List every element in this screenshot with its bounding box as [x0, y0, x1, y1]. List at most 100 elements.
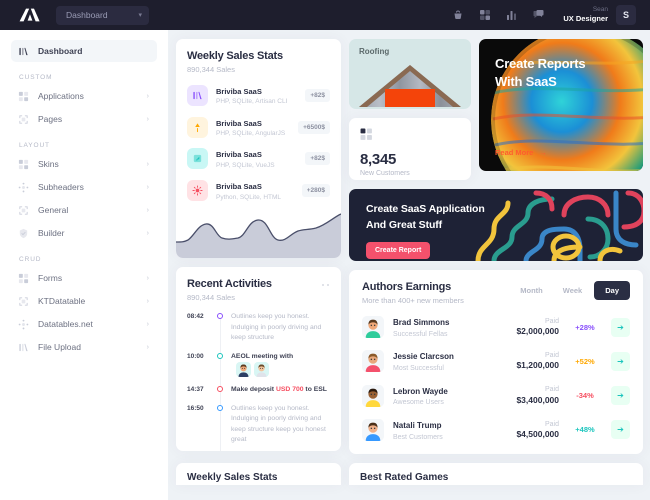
avatar [254, 362, 269, 378]
author-paid-value: $1,200,000 [516, 360, 559, 371]
sales-item-name: Briviba SaaS [216, 87, 262, 96]
activity-time: 14:37 [187, 386, 204, 394]
author-go-button[interactable]: ➔ [611, 317, 630, 337]
spark-icon [187, 180, 208, 202]
author-row[interactable]: Natali Trump Best Customers Paid $4,500,000… [362, 418, 630, 442]
tab-day[interactable]: Day [594, 281, 630, 300]
best-rated-peek-title: Best Rated Games [360, 472, 449, 483]
sales-list-item[interactable]: Briviba SaaS PHP, SQLite, VueJS +82$ [187, 147, 330, 170]
weekly-sales-peek-card[interactable]: Weekly Sales Stats [176, 463, 341, 485]
create-saas-title-line1: Create SaaS Application [366, 203, 485, 215]
recent-activities-title: Recent Activities [187, 278, 272, 290]
sales-list-item[interactable]: Briviba SaaS PHP, SQLite, Artisan CLI +82$ [187, 84, 330, 107]
sales-item-name: Briviba SaaS [216, 118, 262, 128]
sidebar-item-forms[interactable]: Forms › [11, 267, 157, 289]
author-row[interactable]: Jessie Clarcson Most Successful Paid $1,200… [362, 349, 630, 373]
author-row[interactable]: Lebron Wayde Awesome Users Paid $3,400,000 -… [362, 384, 630, 408]
weekly-sales-card: Weekly Sales Stats 890,344 Sales Briviba… [176, 39, 341, 258]
avatar [236, 362, 251, 378]
author-name: Lebron Wayde [393, 386, 448, 396]
author-percent: +48% [575, 425, 595, 435]
dashboard-dropdown[interactable]: Dashboard ▾ [56, 5, 149, 25]
sales-item-name: Briviba SaaS [216, 150, 262, 160]
sidebar-item-label: Datatables.net [38, 319, 93, 329]
author-role: Best Customers [393, 433, 443, 441]
author-row[interactable]: Brad Simmons Successful Fellas Paid $2,000,… [362, 315, 630, 339]
create-reports-card[interactable]: Create Reports With SaaS Read More → [479, 39, 643, 171]
sidebar-item-label: Pages [38, 114, 63, 124]
sidebar-item-subheaders[interactable]: Subheaders › [11, 176, 157, 198]
activity-time: 08:42 [187, 313, 204, 320]
cart-icon[interactable] [451, 9, 464, 22]
activity-timeline: 08:42 Outlines keep you honest. Indulging… [187, 312, 330, 451]
sidebar-item-file-upload[interactable]: File Upload › [11, 336, 157, 358]
bar-chart-icon[interactable] [505, 9, 518, 22]
user-menu[interactable]: Sean UX Designer S [563, 5, 636, 25]
activity-item[interactable]: 08:42 Outlines keep you honest. Indulging… [187, 312, 330, 344]
author-percent: +52% [575, 356, 595, 366]
sidebar-item-builder[interactable]: Builder › [11, 222, 157, 244]
avatar[interactable]: S [616, 5, 636, 25]
tab-month[interactable]: Month [520, 286, 543, 295]
sidebar-item-datatables-net[interactable]: Datatables.net › [11, 313, 157, 335]
app-header: Dashboard ▾ Sean UX Designer S [0, 0, 650, 30]
user-name: Sean [592, 6, 608, 14]
bars-icon [18, 342, 31, 353]
chevron-right-icon: › [146, 183, 149, 191]
weekly-sales-peek-title: Weekly Sales Stats [187, 472, 278, 483]
authors-list: Brad Simmons Successful Fellas Paid $2,000,… [362, 315, 630, 442]
author-paid-label: Paid [544, 420, 559, 428]
activity-text: Outlines keep you honest. Indulging in p… [231, 313, 322, 342]
grid-icon[interactable] [478, 9, 491, 22]
best-rated-peek-card[interactable]: Best Rated Games [349, 463, 643, 485]
grid-icon [18, 273, 31, 284]
clip-icon [187, 148, 208, 170]
main-content: Weekly Sales Stats 890,344 Sales Briviba… [168, 30, 650, 500]
activity-time: 16:50 [187, 404, 204, 412]
activity-text: Make deposit [231, 386, 276, 394]
chevron-right-icon: › [146, 92, 149, 100]
sales-list-item[interactable]: Briviba SaaS PHP, SQLite, AngularJS +6500$ [187, 116, 330, 139]
activity-item[interactable]: 14:37 Make deposit USD 700 to ESL [187, 385, 330, 396]
activity-item[interactable]: 16:50 Outlines keep you honest. Indulging… [187, 404, 330, 446]
sidebar-item-applications[interactable]: Applications › [11, 85, 157, 107]
sidebar-item-ktdatatable[interactable]: KTDatatable › [11, 290, 157, 312]
sales-item-badge: +82$ [305, 88, 330, 102]
activity-avatars[interactable] [236, 362, 269, 378]
sidebar-item-label: Skins [38, 159, 59, 169]
sidebar-item-general[interactable]: General › [11, 199, 157, 221]
authors-earnings-subtitle: More than 400+ new members [362, 296, 464, 305]
avatar [362, 418, 384, 441]
activity-link[interactable]: USD 700 [275, 386, 304, 394]
roofing-card[interactable]: Roofing [349, 39, 471, 109]
avatar [362, 384, 384, 407]
activity-text-after: to ESL [303, 386, 327, 394]
sidebar-section-layout: Layout [19, 142, 50, 149]
sidebar-item-dashboard[interactable]: Dashboard [11, 40, 157, 62]
sidebar-item-pages[interactable]: Pages › [11, 108, 157, 130]
sidebar-item-label: File Upload [38, 342, 81, 352]
bars-icon [187, 84, 208, 106]
activity-item[interactable]: 10:00 AEOL meeting with [187, 352, 330, 378]
create-saas-card[interactable]: Create SaaS Application And Great Stuff … [349, 189, 643, 261]
new-customers-card: 8,345 New Customers [349, 118, 471, 180]
weekly-sales-area-chart [176, 212, 341, 258]
sales-item-name: Briviba SaaS [216, 182, 262, 192]
author-go-button[interactable]: ➔ [611, 386, 630, 406]
more-dots-icon[interactable] [322, 284, 329, 286]
author-go-button[interactable]: ➔ [611, 420, 630, 440]
planet-image [491, 39, 643, 171]
sales-list-item[interactable]: Briviba SaaS Python, SQLite, HTML +280$ [187, 179, 330, 202]
sidebar-item-skins[interactable]: Skins › [11, 153, 157, 175]
authors-earnings-card: Authors Earnings More than 400+ new memb… [349, 270, 643, 454]
timeline-dot-icon [211, 352, 229, 378]
logo-icon[interactable] [18, 7, 42, 23]
chat-icon[interactable] [532, 9, 545, 22]
read-more-link[interactable]: Read More → [495, 148, 547, 157]
tab-week[interactable]: Week [562, 286, 583, 295]
create-report-button[interactable]: Create Report [366, 241, 431, 259]
author-go-button[interactable]: ➔ [611, 351, 630, 371]
sidebar-item-label: Builder [38, 228, 65, 238]
new-customers-label: New Customers [360, 170, 410, 177]
grid-icon [18, 91, 31, 102]
